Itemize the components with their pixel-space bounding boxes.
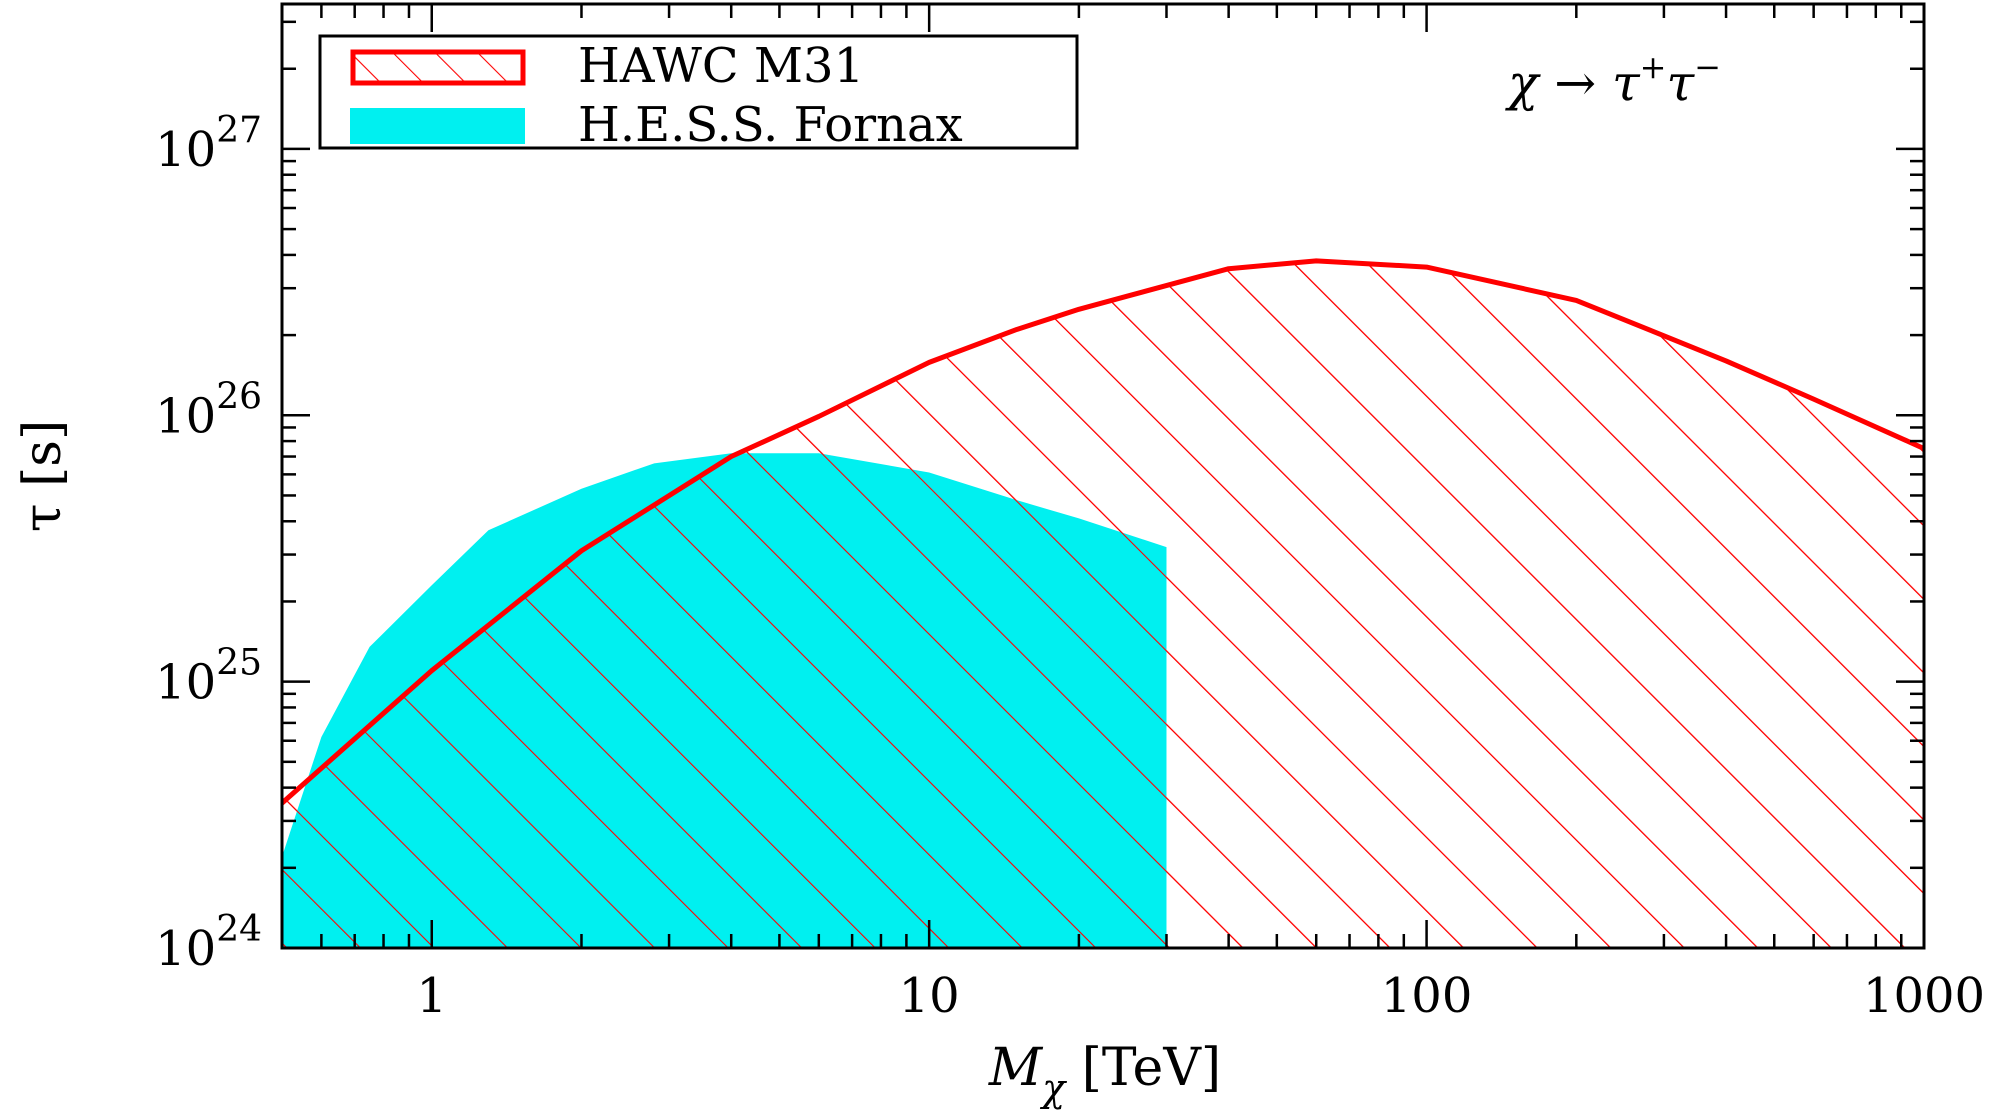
plot-frame: [280, 2, 1926, 950]
y-tick-label: 1026: [155, 376, 262, 444]
legend-label-hawc: HAWC M31: [578, 38, 864, 94]
tick-labels: 1 10 100 1000 1024 1025 1026 1027: [155, 110, 1985, 1024]
legend-swatch-hess: [350, 108, 525, 144]
x-tick-label: 1: [416, 968, 447, 1024]
decay-channel-annotation: χ → τ+τ−: [1505, 48, 1721, 112]
y-axis-label: τ [s]: [13, 420, 73, 533]
legend: HAWC M31 H.E.S.S. Fornax: [318, 34, 1079, 153]
legend-label-hess: H.E.S.S. Fornax: [578, 97, 963, 153]
x-tick-label: 100: [1381, 968, 1473, 1024]
axis-ticks: [280, 4, 1926, 950]
hawc-m31-hatch-overlay: [282, 260, 1924, 948]
y-tick-label: 1024: [155, 909, 262, 977]
plot-area: [282, 258, 1924, 948]
hawc-m31-limit-line: [282, 258, 1924, 805]
legend-swatch-hawc: [350, 49, 526, 86]
x-tick-label: 10: [899, 968, 960, 1024]
x-tick-label: 1000: [1863, 968, 1985, 1024]
y-tick-label: 1025: [155, 643, 262, 711]
x-axis-label: Mχ [TeV]: [988, 1038, 1221, 1110]
y-tick-label: 1027: [155, 110, 262, 178]
